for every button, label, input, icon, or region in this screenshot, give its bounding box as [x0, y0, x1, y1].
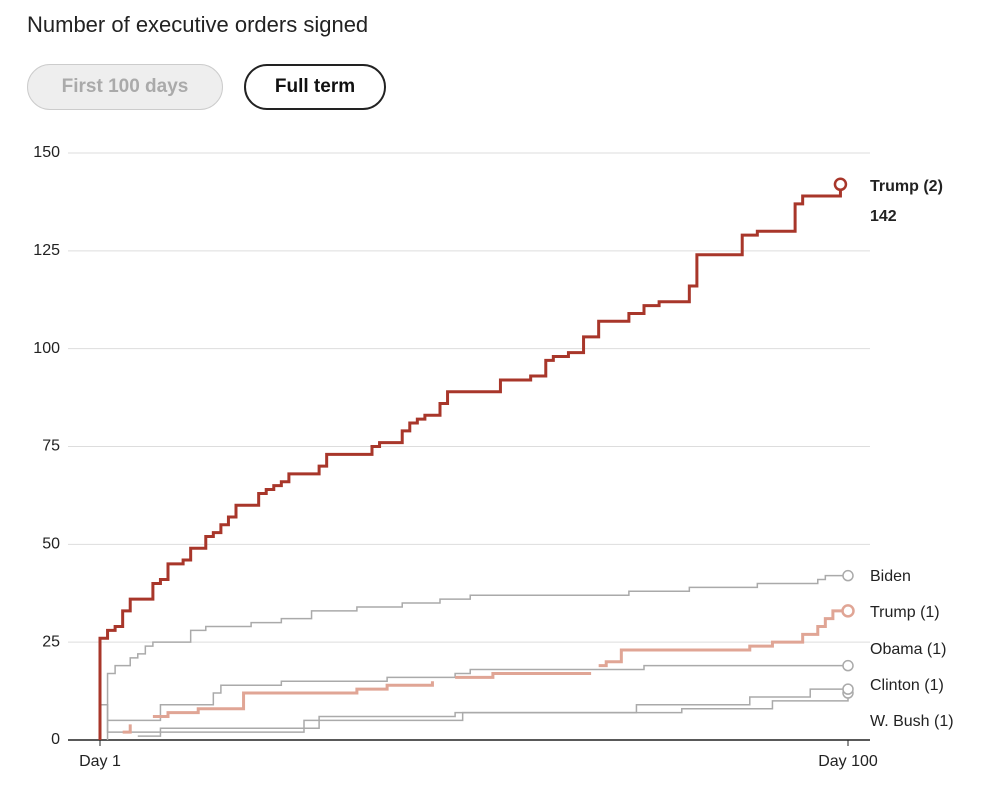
chart-title: Number of executive orders signed — [27, 12, 369, 37]
end-marker — [842, 683, 854, 695]
toggle-button[interactable]: Full term — [244, 64, 386, 110]
y-tick-label: 125 — [33, 242, 60, 259]
end-marker — [842, 659, 854, 672]
end-marker — [841, 604, 855, 618]
series-line — [107, 664, 848, 722]
y-tick-label: 150 — [33, 144, 60, 161]
end-marker — [833, 177, 848, 192]
series-line — [98, 184, 842, 740]
value-label: 142 — [870, 208, 897, 225]
series-label: Clinton (1) — [870, 677, 944, 694]
y-tick-label: 100 — [33, 340, 60, 357]
y-tick-label: 0 — [51, 731, 60, 748]
y-tick-label: 75 — [42, 438, 60, 455]
toggle-button[interactable]: First 100 days — [27, 64, 223, 110]
series-label: Obama (1) — [870, 641, 946, 658]
series-line — [106, 574, 848, 740]
series-label: Biden — [870, 568, 911, 585]
y-tick-label: 50 — [42, 536, 60, 553]
series-label: Trump (2) — [870, 178, 943, 195]
series-label: Trump (1) — [870, 604, 940, 621]
x-tick-label: Day 1 — [79, 753, 121, 770]
x-tick-label: Day 100 — [818, 753, 878, 770]
series-line — [122, 609, 848, 734]
series-label: W. Bush (1) — [870, 713, 954, 730]
y-tick-label: 25 — [42, 633, 60, 650]
end-marker — [842, 569, 854, 582]
